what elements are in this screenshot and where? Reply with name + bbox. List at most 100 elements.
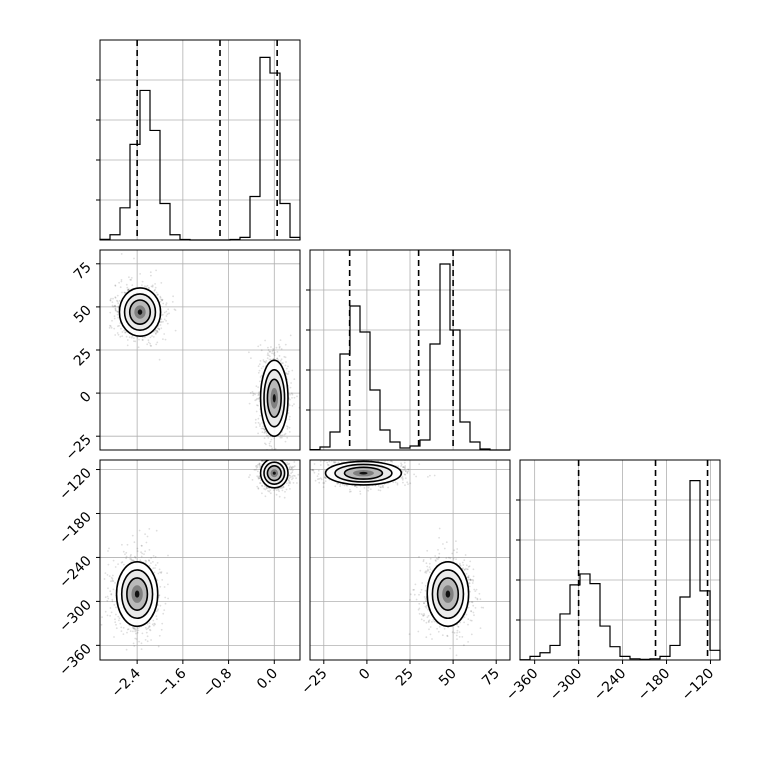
- scatter-point: [261, 460, 263, 462]
- scatter-point: [153, 289, 156, 292]
- scatter-point: [403, 466, 405, 469]
- scatter-point: [278, 457, 280, 459]
- scatter-point: [289, 334, 292, 337]
- scatter-point: [142, 339, 144, 341]
- scatter-point: [284, 364, 287, 367]
- scatter-point: [113, 315, 116, 318]
- scatter-point: [289, 393, 291, 396]
- scatter-point: [278, 495, 281, 498]
- scatter-point: [401, 479, 404, 481]
- scatter-point: [116, 310, 119, 313]
- scatter-point: [141, 280, 144, 283]
- contour-0-2-1-0: [115, 561, 159, 628]
- contour-0-2-1-2: [126, 577, 149, 611]
- scatter-point: [159, 295, 162, 298]
- scatter-point: [101, 616, 103, 618]
- scatter-point: [281, 486, 284, 489]
- scatter-point: [288, 462, 291, 465]
- scatter-point: [277, 359, 280, 362]
- scatter-point: [248, 351, 250, 354]
- scatter-point: [294, 475, 296, 477]
- scatter-point: [291, 469, 294, 472]
- scatter-point: [258, 464, 261, 467]
- scatter-point: [282, 454, 284, 456]
- scatter-point: [144, 559, 147, 562]
- scatter-point: [253, 469, 256, 471]
- scatter-point: [257, 477, 260, 480]
- scatter-point: [296, 474, 298, 476]
- scatter-point: [404, 477, 407, 480]
- scatter-point: [114, 621, 117, 624]
- scatter-point: [117, 615, 120, 618]
- scatter-point: [250, 357, 252, 359]
- scatter-point: [288, 426, 291, 429]
- scatter-point: [289, 476, 292, 479]
- scatter-point: [148, 625, 151, 628]
- scatter-point: [271, 352, 273, 355]
- scatter-point: [277, 453, 279, 455]
- scatter-point: [311, 469, 313, 472]
- scatter-point: [155, 343, 158, 346]
- scatter-point: [285, 488, 288, 491]
- scatter-point: [152, 561, 154, 563]
- scatter-point: [404, 454, 406, 456]
- scatter-point: [257, 386, 260, 389]
- scatter-point: [110, 593, 113, 595]
- scatter-point: [271, 447, 273, 450]
- scatter-point: [174, 309, 177, 311]
- scatter-point: [103, 578, 106, 580]
- scatter-point: [319, 460, 322, 463]
- scatter-point: [258, 380, 261, 383]
- scatter-point: [273, 437, 275, 439]
- scatter-point: [109, 311, 112, 314]
- scatter-point: [133, 559, 135, 562]
- scatter-point: [115, 627, 118, 630]
- scatter-point: [367, 486, 370, 489]
- scatter-point: [268, 358, 271, 361]
- scatter-point: [258, 463, 261, 466]
- scatter-point: [271, 455, 273, 457]
- scatter-point: [282, 457, 284, 459]
- scatter-point: [255, 398, 258, 401]
- scatter-point: [256, 485, 259, 488]
- scatter-point: [130, 554, 132, 556]
- scatter-point: [438, 556, 440, 559]
- scatter-point: [133, 337, 135, 339]
- contour-0-2-0-1: [263, 461, 286, 485]
- scatter-point: [110, 580, 112, 583]
- scatter-point: [258, 393, 260, 396]
- scatter-point: [264, 455, 266, 457]
- scatter-point: [251, 391, 254, 393]
- scatter-point: [115, 623, 117, 626]
- scatter-point: [129, 555, 132, 557]
- scatter-point: [132, 642, 135, 645]
- scatter-point: [267, 437, 270, 439]
- scatter-point: [283, 496, 286, 499]
- scatter-point: [165, 315, 168, 317]
- histogram-0-steps: [99, 56, 301, 241]
- scatter-point: [276, 451, 278, 453]
- scatter-point: [290, 392, 293, 395]
- scatter-point: [151, 284, 154, 287]
- density-level-4: [137, 309, 143, 315]
- scatter-point: [403, 473, 406, 476]
- scatter-point: [97, 576, 99, 578]
- scatter-point: [259, 425, 261, 427]
- scatter-point: [257, 463, 259, 466]
- scatter-point: [323, 482, 326, 484]
- scatter-point: [306, 468, 308, 470]
- scatter-point: [133, 645, 136, 647]
- contour-0-1-0-1: [123, 293, 157, 331]
- scatter-point: [134, 555, 136, 558]
- scatter-point: [112, 580, 115, 582]
- scatter-point: [293, 378, 296, 380]
- scatter-point: [259, 344, 262, 346]
- scatter-point: [150, 274, 152, 277]
- scatter-point: [159, 296, 162, 299]
- scatter-point: [332, 454, 334, 456]
- scatter-point: [314, 479, 317, 482]
- scatter-point: [133, 627, 136, 629]
- scatter-point: [258, 462, 261, 465]
- scatter-point: [254, 422, 257, 424]
- scatter-point: [334, 485, 337, 488]
